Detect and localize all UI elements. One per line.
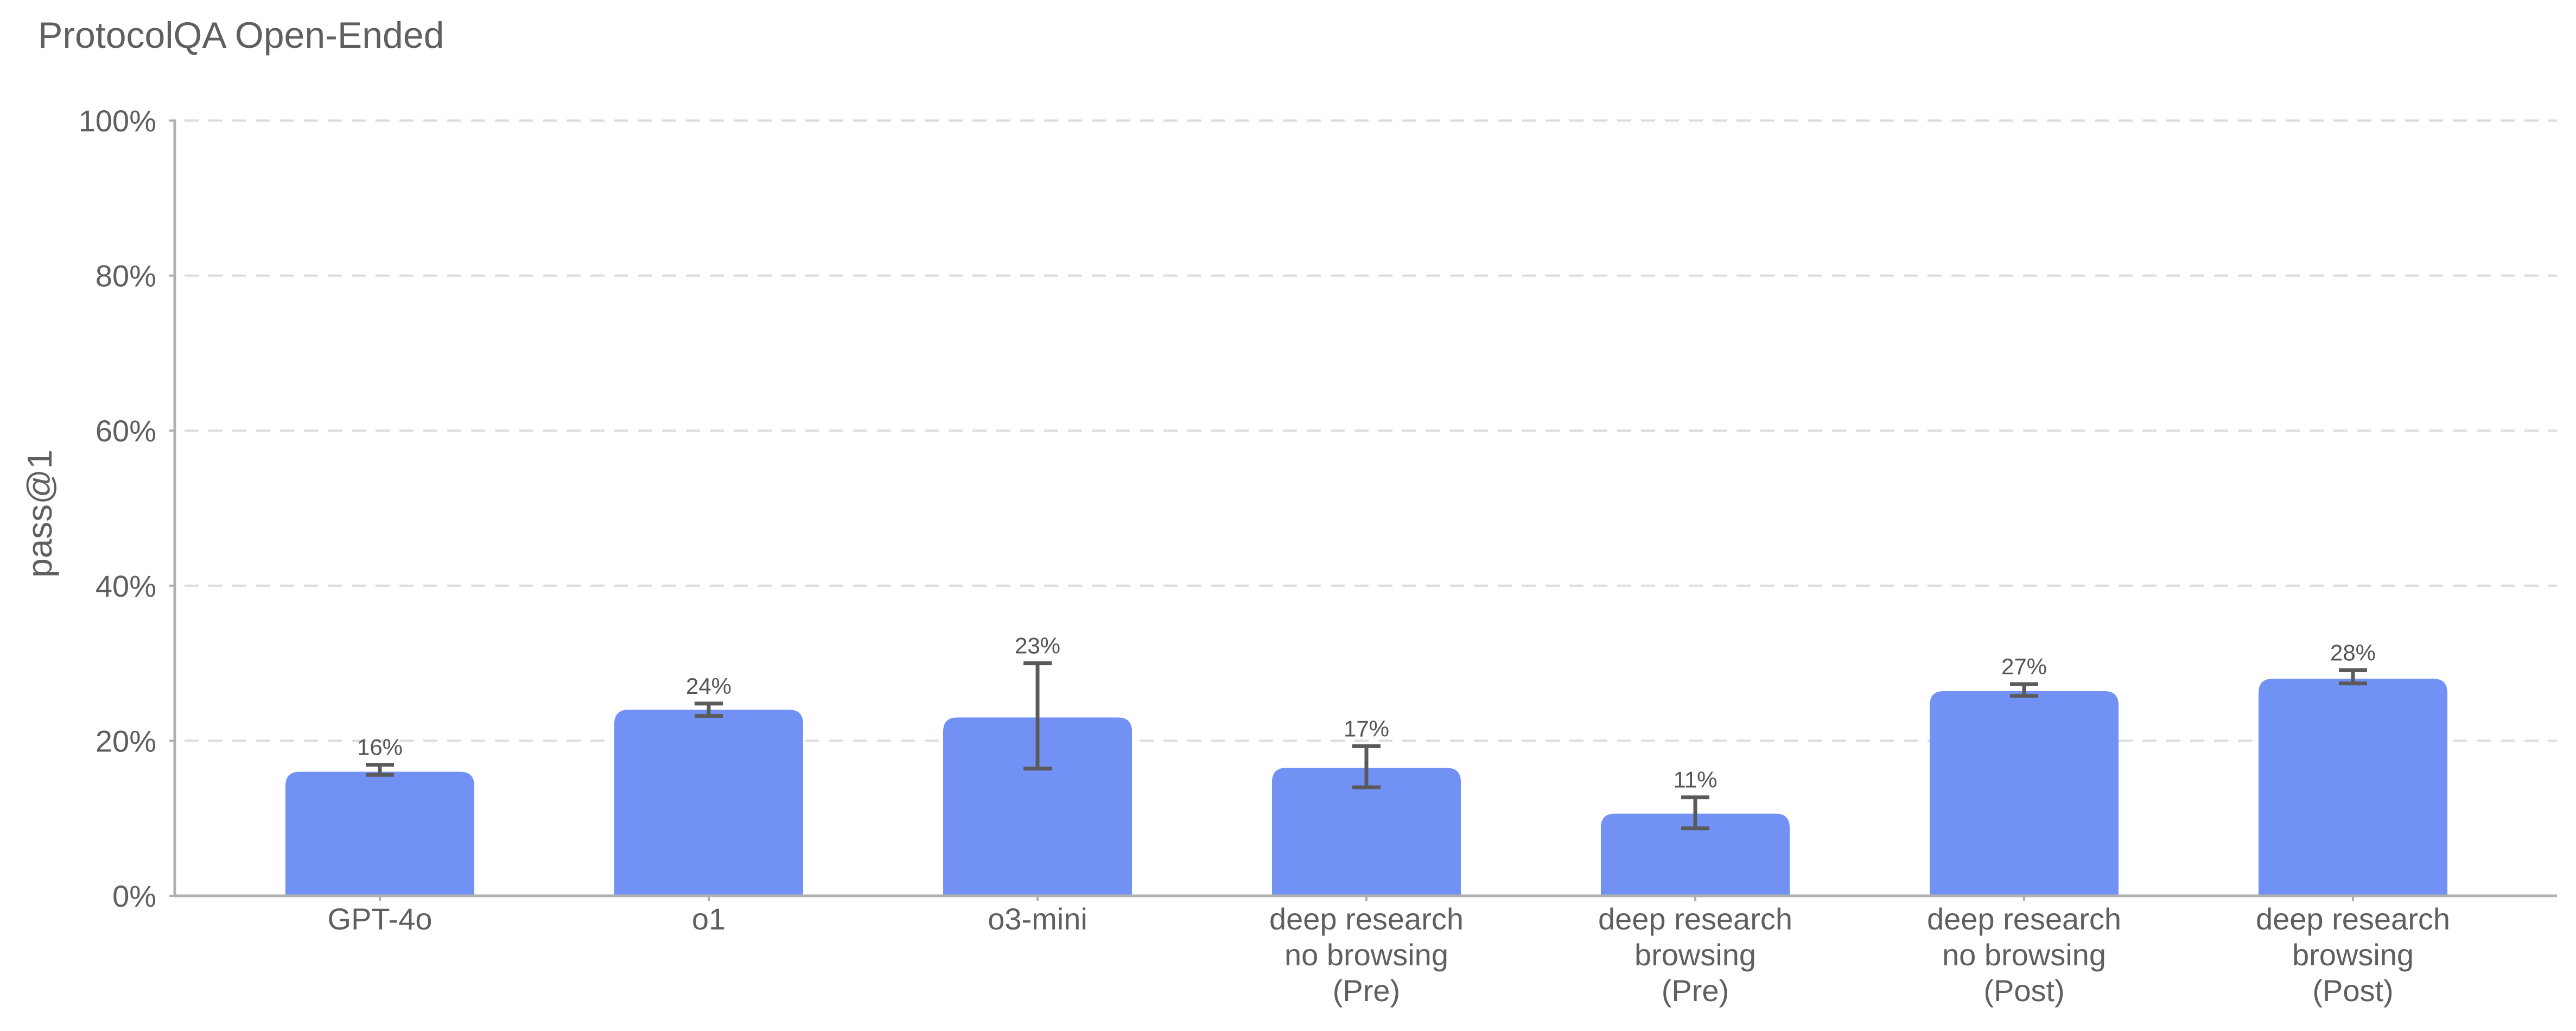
y-tick-label: 100% <box>79 104 156 138</box>
y-axis-label: pass@1 <box>20 450 59 578</box>
x-tick-label: GPT-4o <box>328 902 432 936</box>
data-label: 27% <box>2001 654 2047 679</box>
error-bars <box>366 661 2367 831</box>
bar <box>1930 691 2119 896</box>
data-label: 17% <box>1344 716 1389 741</box>
y-tick-labels: 0% 20% 40% 60% 80% 100% <box>79 104 175 913</box>
error-bar <box>1352 744 1381 789</box>
data-label: 23% <box>1015 633 1060 659</box>
bar <box>614 710 803 896</box>
data-labels: 16% 24% 23% 17% 11% 27% 28% <box>357 633 2376 793</box>
data-label: 24% <box>686 673 732 699</box>
y-tick-label: 0% <box>112 879 156 913</box>
y-tick-label: 20% <box>96 724 156 758</box>
grid-lines <box>185 119 2557 742</box>
y-tick-label: 60% <box>96 414 156 448</box>
data-label: 16% <box>357 735 403 760</box>
error-bar <box>2339 668 2367 686</box>
error-bar <box>1681 795 1709 831</box>
x-tick-label: o3-mini <box>988 902 1087 936</box>
bar <box>943 717 1132 896</box>
error-bar <box>1023 661 1052 771</box>
bar <box>2259 679 2447 896</box>
x-tick-label: deep research browsing (Pre) <box>1598 902 1792 1008</box>
x-tick-label: deep research no browsing (Post) <box>1927 902 2121 1008</box>
data-label: 28% <box>2330 640 2376 665</box>
x-tick-label: o1 <box>692 902 726 936</box>
error-bar <box>366 763 394 777</box>
data-label: 11% <box>1674 767 1718 793</box>
chart-title: ProtocolQA Open-Ended <box>38 15 444 56</box>
error-bar <box>2010 682 2038 698</box>
y-tick-label: 40% <box>96 569 156 603</box>
x-tick-label: deep research no browsing (Pre) <box>1269 902 1464 1008</box>
y-tick-label: 80% <box>96 259 156 293</box>
bar <box>1272 768 1461 896</box>
bar <box>1601 813 1790 896</box>
bars <box>285 679 2447 896</box>
x-tick-label: deep research browsing (Post) <box>2256 902 2450 1008</box>
bar <box>285 771 474 896</box>
error-bar <box>695 701 723 718</box>
x-tick-labels: GPT-4o o1 o3-mini deep research no browsing(… <box>328 896 2450 1008</box>
